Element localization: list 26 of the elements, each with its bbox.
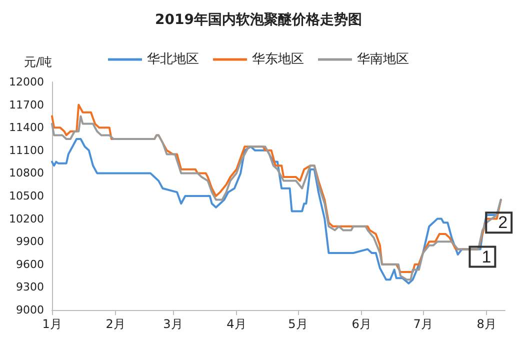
y-tick-label: 9000 bbox=[16, 304, 44, 316]
x-tick-label: 1月 bbox=[42, 317, 62, 331]
x-tick-label: 6月 bbox=[352, 317, 372, 331]
annotation: 2 bbox=[498, 213, 508, 232]
legend-label: 华南地区 bbox=[357, 52, 409, 67]
y-tick-label: 10200 bbox=[9, 212, 44, 226]
y-tick-label: 12000 bbox=[9, 76, 44, 88]
x-tick-label: 2月 bbox=[106, 317, 126, 331]
x-tick-label: 7月 bbox=[413, 317, 433, 331]
y-tick-label: 11100 bbox=[9, 144, 44, 157]
y-tick-label: 11400 bbox=[9, 121, 44, 134]
y-tick-label: 11700 bbox=[9, 98, 44, 112]
annotation: 1 bbox=[482, 247, 492, 266]
chart-title: 2019年国内软泡聚醚价格走势图 bbox=[155, 12, 362, 28]
y-tick-label: 9600 bbox=[16, 258, 44, 271]
x-tick-label: 8月 bbox=[476, 317, 496, 331]
x-tick-label: 3月 bbox=[163, 317, 183, 331]
y-tick-label: 9900 bbox=[16, 235, 44, 248]
y-axis-title: 元/吨 bbox=[24, 55, 52, 69]
x-tick-label: 4月 bbox=[226, 317, 246, 331]
y-tick-label: 9300 bbox=[16, 280, 44, 294]
y-tick-label: 10800 bbox=[9, 166, 44, 180]
y-tick-label: 10500 bbox=[9, 190, 44, 202]
legend-label: 华东地区 bbox=[252, 52, 304, 67]
x-tick-label: 5月 bbox=[288, 317, 308, 331]
legend-label: 华北地区 bbox=[147, 52, 199, 67]
